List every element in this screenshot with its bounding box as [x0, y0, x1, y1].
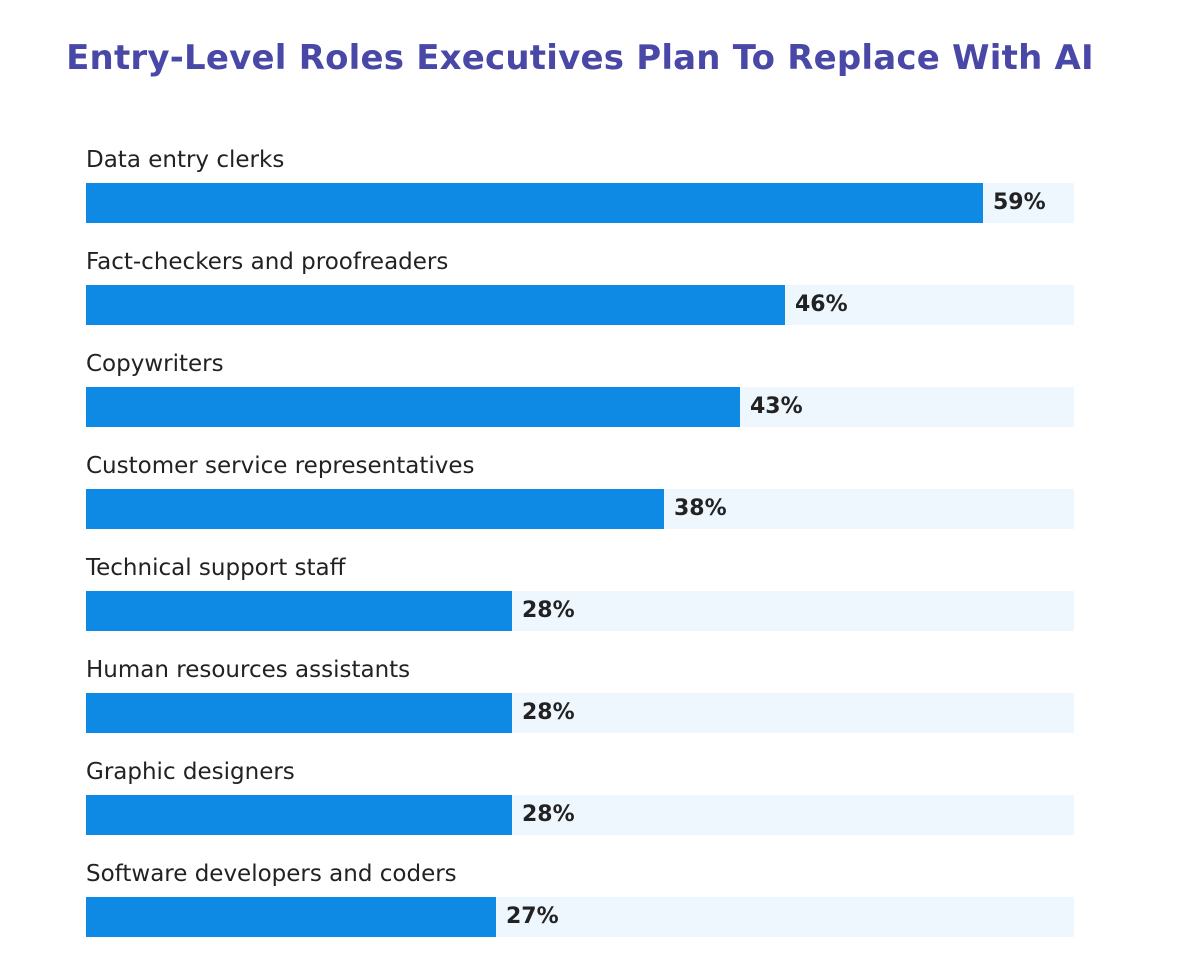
bar-row-technical-support-staff: Technical support staff 28%: [86, 551, 1074, 641]
category-label: Copywriters: [86, 351, 224, 377]
category-label: Technical support staff: [86, 555, 346, 581]
value-label: 59%: [993, 190, 1046, 215]
bar-track: 28%: [86, 795, 1074, 835]
bar-data-entry-clerks: [86, 183, 983, 223]
bar-track: 28%: [86, 591, 1074, 631]
category-label: Data entry clerks: [86, 147, 285, 173]
bar-customer-service-representatives: [86, 489, 664, 529]
value-label: 38%: [674, 496, 727, 521]
bar-row-software-developers-and-coders: Software developers and coders 27%: [86, 857, 1074, 947]
value-label: 28%: [522, 598, 575, 623]
bar-row-customer-service-representatives: Customer service representatives 38%: [86, 449, 1074, 539]
bar-graphic-designers: [86, 795, 512, 835]
bar-row-graphic-designers: Graphic designers 28%: [86, 755, 1074, 845]
category-label: Human resources assistants: [86, 657, 411, 683]
bar-software-developers-and-coders: [86, 897, 496, 937]
chart-title: Entry-Level Roles Executives Plan To Rep…: [66, 38, 1094, 78]
bar-technical-support-staff: [86, 591, 512, 631]
bar-track: 27%: [86, 897, 1074, 937]
value-label: 28%: [522, 802, 575, 827]
bar-row-human-resources-assistants: Human resources assistants 28%: [86, 653, 1074, 743]
category-label: Customer service representatives: [86, 453, 475, 479]
category-label: Software developers and coders: [86, 861, 457, 887]
bar-row-fact-checkers-and-proofreaders: Fact-checkers and proofreaders 46%: [86, 245, 1074, 335]
bar-track: 28%: [86, 693, 1074, 733]
bar-track: 43%: [86, 387, 1074, 427]
bar-track: 38%: [86, 489, 1074, 529]
category-label: Fact-checkers and proofreaders: [86, 249, 449, 275]
bar-track: 46%: [86, 285, 1074, 325]
bar-fact-checkers-and-proofreaders: [86, 285, 785, 325]
value-label: 43%: [750, 394, 803, 419]
bar-track: 59%: [86, 183, 1074, 223]
value-label: 27%: [506, 904, 559, 929]
category-label: Graphic designers: [86, 759, 295, 785]
value-label: 28%: [522, 700, 575, 725]
bar-human-resources-assistants: [86, 693, 512, 733]
bar-copywriters: [86, 387, 740, 427]
value-label: 46%: [795, 292, 848, 317]
bar-row-data-entry-clerks: Data entry clerks 59%: [86, 143, 1074, 233]
bar-chart: Data entry clerks 59% Fact-checkers and pr…: [86, 0, 1074, 980]
bar-row-copywriters: Copywriters 43%: [86, 347, 1074, 437]
